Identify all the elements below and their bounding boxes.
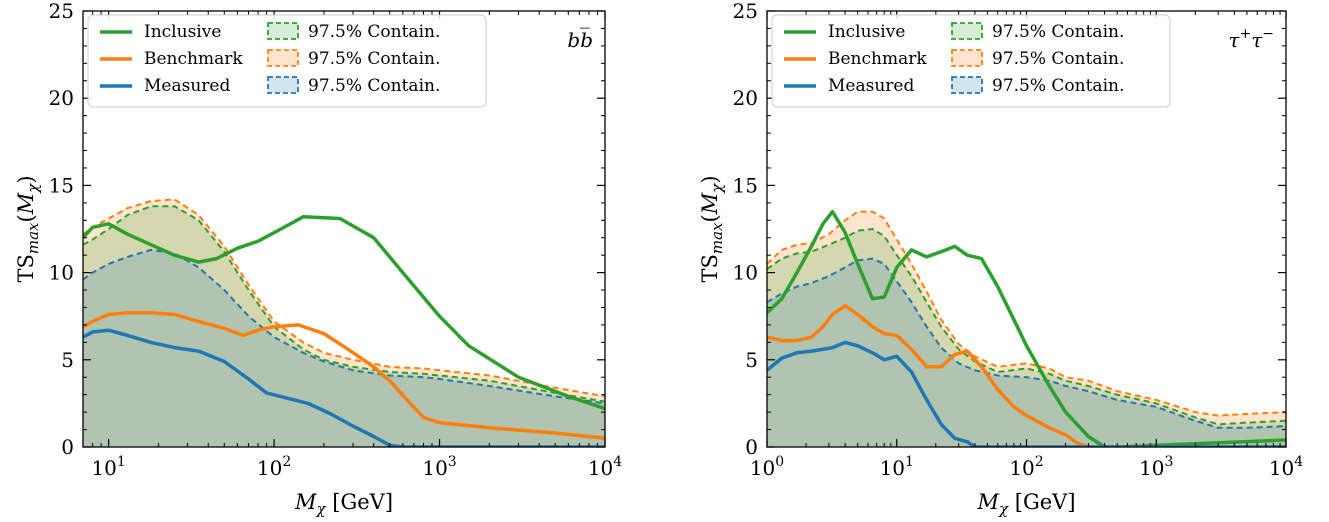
y-tick-label: 0 [61, 435, 74, 459]
legend-line-label: Measured [144, 76, 230, 96]
x-tick-label: 104 [1269, 454, 1303, 480]
series-line-inclusive [767, 209, 1286, 447]
legend-box [771, 14, 1171, 108]
series-line-measured [83, 328, 605, 447]
y-axis-label: TSmax(Mχ) [698, 175, 726, 282]
legend-band-swatch [951, 49, 983, 67]
y-tick-label: 0 [745, 435, 758, 459]
x-tick-label: 102 [1009, 454, 1043, 480]
y-tick-label: 5 [61, 348, 74, 372]
series-line-benchmark [83, 310, 605, 441]
series-line-inclusive [83, 215, 605, 411]
legend-line-label: Measured [828, 76, 914, 96]
x-tick-label: 103 [422, 454, 456, 480]
legend-line-label: Inclusive [828, 22, 905, 42]
y-tick-label: 5 [745, 348, 758, 372]
y-axis-label: TSmax(Mχ) [14, 175, 42, 282]
legend-band-swatch [951, 22, 983, 40]
containment-band-fill [83, 206, 605, 447]
legend: Inclusive Benchmark Measured 97.5% Contain.… [87, 14, 487, 108]
containment-band-edge [83, 248, 605, 405]
y-tick-label: 15 [49, 173, 74, 197]
containment-band-fill [83, 199, 605, 447]
y-tick-label: 15 [733, 173, 758, 197]
legend-band-label: 97.5% Contain. [308, 22, 440, 42]
legend-line-label: Inclusive [144, 22, 221, 42]
containment-band-edge [767, 257, 1286, 429]
legend-band-swatch [267, 22, 299, 40]
series-line-benchmark [767, 303, 1089, 447]
legend-band-label: 97.5% Contain. [992, 49, 1124, 69]
axes-frame [82, 10, 606, 448]
legend-band-label: 97.5% Contain. [992, 22, 1124, 42]
series-line-measured [767, 340, 1286, 447]
legend-line-label: Benchmark [828, 49, 927, 69]
containment-band-fill [767, 229, 1286, 447]
x-tick-label: 102 [257, 454, 291, 480]
legend-band-swatch [267, 76, 299, 94]
legend: Inclusive Benchmark Measured 97.5% Contain.… [771, 14, 1171, 108]
x-tick-label: 101 [880, 454, 914, 480]
containment-band-fill [767, 258, 1286, 447]
x-tick-label: 101 [91, 454, 125, 480]
y-tick-label: 25 [49, 0, 74, 23]
y-tick-label: 10 [49, 261, 74, 285]
panel-channel-label: τ+τ− [1228, 26, 1274, 52]
legend-band-label: 97.5% Contain. [308, 76, 440, 96]
containment-band-edge [767, 227, 1286, 426]
panel-bbbar: 0 5 10 15 20 25 101 102 103 104 Mχ [GeV] TSmax(Mχ) b… [14, 0, 622, 518]
panel-channel-label: bb̅ [567, 27, 593, 52]
containment-band-edge [767, 210, 1286, 417]
legend-band-swatch [267, 49, 299, 67]
x-axis-label: Mχ [GeV] [294, 490, 393, 518]
legend-band-label: 97.5% Contain. [992, 76, 1124, 96]
legend-band-swatch [951, 76, 983, 94]
y-tick-label: 20 [733, 86, 758, 110]
containment-band-fill [83, 249, 605, 447]
containment-band-edge [83, 198, 605, 398]
x-tick-label: 103 [1139, 454, 1173, 480]
x-tick-label: 104 [588, 454, 622, 480]
x-axis-label: Mχ [GeV] [976, 490, 1075, 518]
y-tick-label: 10 [733, 261, 758, 285]
legend-line-label: Benchmark [144, 49, 243, 69]
panel-tautau: 0 5 10 15 20 25 100 101 102 103 104 Mχ [GeV] TSmax(M… [698, 0, 1303, 518]
legend-band-label: 97.5% Contain. [308, 49, 440, 69]
plot-area [83, 198, 605, 447]
legend-box [87, 14, 487, 108]
x-tick-label: 100 [750, 454, 784, 480]
plot-area [767, 209, 1286, 447]
y-tick-label: 25 [733, 0, 758, 23]
y-tick-label: 20 [49, 86, 74, 110]
